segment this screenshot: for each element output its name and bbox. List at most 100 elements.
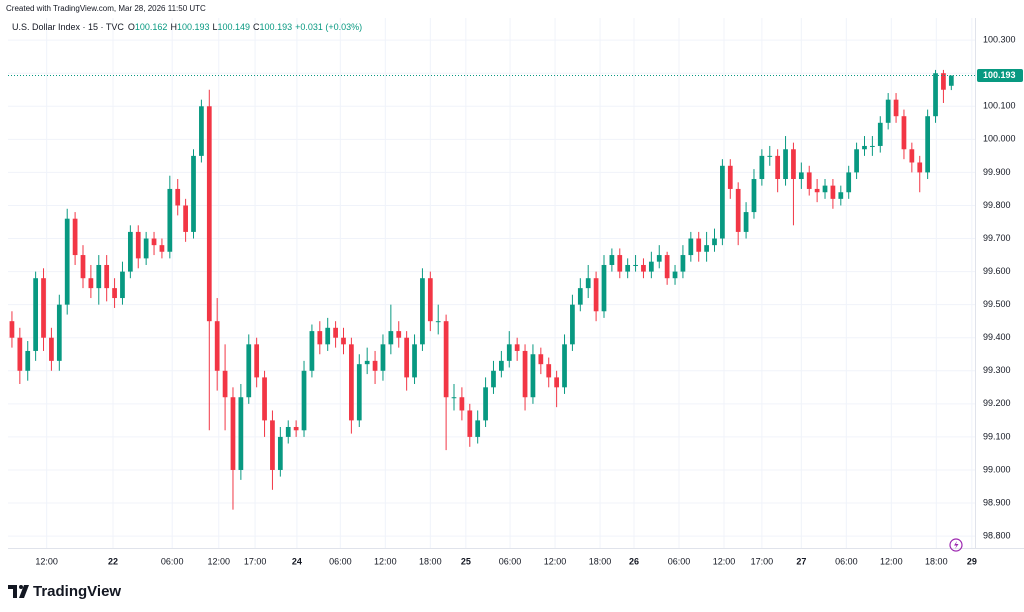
candle-body [846,172,852,193]
candle-body [238,397,244,470]
candle-body [585,278,591,289]
candle-body [522,350,528,398]
candle-body [167,188,173,252]
brand-logo: TradingView [8,583,121,600]
candle-body [696,238,702,252]
x-tick-label: 12:00 [374,556,397,566]
candle-body [767,155,773,157]
candle-body [798,172,804,180]
candle-body [783,149,788,180]
ohlc-value: 100.193 [260,22,293,32]
candle-body [491,370,496,388]
candle-body [112,288,117,299]
ohlc-label: H [170,22,177,32]
candle-body [680,255,686,272]
candle-body [135,231,141,259]
axes: 98.800 98.900 99.000 99.100 99.200 99.300 99.4… [35,35,1023,566]
candle-body [143,238,149,259]
candle-body [751,179,757,213]
last-price-tag [977,69,1023,83]
x-tick-label: 18:00 [925,556,948,566]
candle-body [443,321,449,398]
candle-body [451,397,457,399]
x-tick-label: 12:00 [208,556,231,566]
y-tick-label: 99.900 [983,167,1011,177]
candle-body [159,245,165,252]
y-tick-label: 100.000 [983,134,1016,144]
candle-body [230,397,236,470]
candle-body [601,264,607,312]
logo-mark [8,585,17,598]
candle-body [870,145,875,147]
y-tick-label: 99.300 [983,365,1011,375]
logo-mark [19,585,29,598]
y-tick-label: 99.700 [983,233,1011,243]
candle-body [862,145,867,150]
ohlc-label: C [253,22,260,32]
candle-body [388,331,394,345]
brand: TradingView [33,583,121,600]
x-tick-label: 06:00 [668,556,691,566]
candle-body [641,264,646,272]
candle-body [127,231,133,272]
x-tick-label: 06:00 [161,556,184,566]
candle-body [33,278,38,351]
candle-body [775,155,781,180]
candle-body [309,331,315,371]
candle-body [498,360,504,371]
candle-body [420,278,425,345]
candle-body [277,436,283,470]
x-tick-label: 06:00 [835,556,858,566]
candle-body [948,75,954,86]
x-tick-label: 26 [629,556,639,566]
candle-body [822,185,828,193]
candle-body [514,344,520,351]
candle-body [672,271,678,279]
candle-body [333,327,338,338]
legend-line: U.S. Dollar Index · 15 · TVC O100.162 H100… [12,22,362,32]
ohlc-value: 100.149 [218,22,251,32]
candle-body [364,360,370,365]
candle-body [885,99,891,123]
x-tick-label: 22 [108,556,118,566]
candle-body [396,331,402,338]
candle-body [648,261,654,272]
candle-body [838,192,844,199]
candle-body [735,188,741,232]
x-tick-label: 06:00 [499,556,522,566]
candle-body [593,278,599,312]
x-tick-label: 18:00 [589,556,612,566]
candle-body [104,264,110,289]
replay-icon[interactable] [949,538,963,552]
candle-body [206,106,212,322]
candle-body [191,155,196,232]
candle-body [214,321,220,371]
y-tick-label: 99.500 [983,299,1011,309]
candle-body [72,218,78,256]
candle-body [609,255,615,265]
candle-body [877,122,883,146]
candle-body [427,278,433,322]
candle-body [664,255,670,279]
candle-body [246,344,252,398]
candle-body [538,354,544,365]
candle-body [325,327,331,345]
candle-body [293,426,299,431]
candle-body [806,172,812,189]
candle-body [183,205,188,232]
x-tick-label: 06:00 [329,556,352,566]
candle-body [175,188,181,206]
x-tick-label: 25 [461,556,471,566]
candle-body [80,255,86,279]
candle-body [120,271,125,299]
candle-body [830,185,836,199]
candle-body [372,360,378,371]
candle-body [814,188,820,193]
candle-body [617,255,623,272]
candle-body [262,377,267,421]
candle-body [743,212,749,232]
candle-body [435,321,441,323]
candle-body [64,218,70,305]
